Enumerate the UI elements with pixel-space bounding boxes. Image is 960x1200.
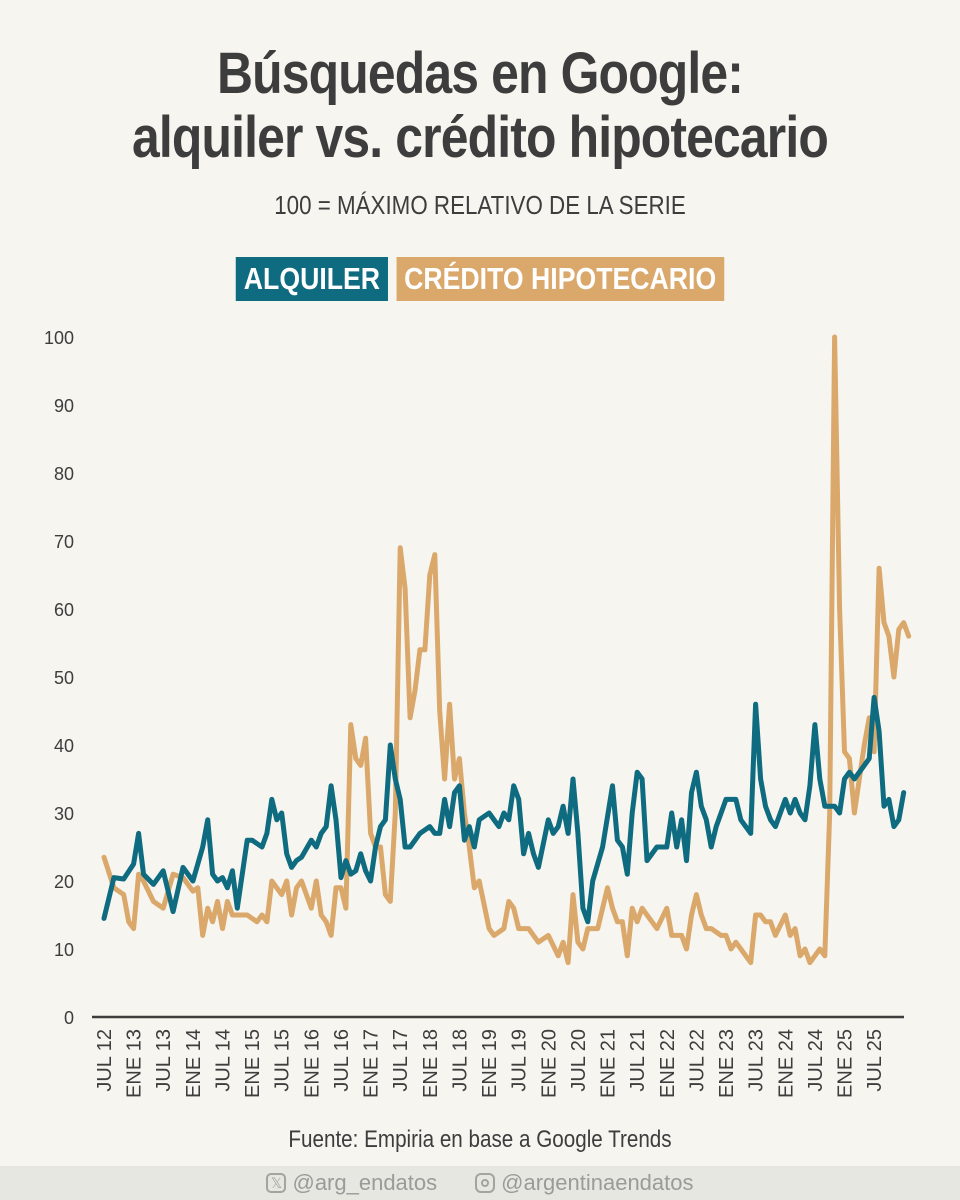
source-note: Fuente: Empiria en base a Google Trends	[288, 1126, 672, 1153]
y-tick-label: 100	[44, 328, 74, 348]
x-tick-label: JUL 25	[864, 1029, 886, 1092]
y-tick-label: 70	[54, 532, 74, 552]
x-tick-label: JUL 18	[449, 1029, 471, 1092]
y-tick-label: 10	[54, 940, 74, 960]
y-tick-label: 80	[54, 464, 74, 484]
x-tick-label: ENE 16	[301, 1029, 323, 1098]
chart-title: Búsquedas en Google: alquiler vs. crédit…	[67, 42, 893, 170]
legend: ALQUILER CRÉDITO HIPOTECARIO	[67, 257, 893, 301]
x-tick-label: JUL 16	[331, 1029, 353, 1092]
legend-alquiler: ALQUILER	[236, 257, 388, 301]
y-tick-label: 30	[54, 804, 74, 824]
x-tick-label: JUL 21	[627, 1029, 649, 1092]
y-tick-label: 60	[54, 600, 74, 620]
x-tick-label: ENE 25	[835, 1029, 857, 1098]
x-tick-label: ENE 22	[657, 1029, 679, 1098]
x-tick-label: ENE 24	[775, 1029, 797, 1098]
chart-subtitle: 100 = MÁXIMO RELATIVO DE LA SERIE	[274, 190, 686, 220]
y-tick-label: 50	[54, 668, 74, 688]
x-tick-label: ENE 20	[538, 1029, 560, 1098]
x-tick-label: JUL 15	[272, 1029, 294, 1092]
x-tick-label: JUL 17	[390, 1029, 412, 1092]
x-tick-label: JUL 22	[686, 1029, 708, 1092]
x-tick-label: JUL 20	[568, 1029, 590, 1092]
title-line-2: alquiler vs. crédito hipotecario	[132, 105, 829, 170]
title-line-1: Búsquedas en Google:	[216, 41, 744, 106]
x-tick-label: ENE 14	[183, 1029, 205, 1098]
series-line-credito-hipotecario	[101, 334, 912, 966]
x-tick-label: JUL 13	[153, 1029, 175, 1092]
y-tick-label: 0	[64, 1008, 74, 1028]
legend-credito-hipotecario: CRÉDITO HIPOTECARIO	[396, 257, 724, 301]
series-line-alquiler	[101, 694, 907, 925]
y-tick-label: 20	[54, 872, 74, 892]
line-chart: 0 10 20 30 40 50 60 70 80 90 100 JUL 12 ENE 13 JUL 13…	[44, 328, 912, 1098]
x-tick-label: ENE 21	[598, 1029, 620, 1098]
y-tick-label: 90	[54, 396, 74, 416]
instagram-handle[interactable]: @argentinaendatos	[475, 1170, 694, 1196]
footer-bar: 𝕏 @arg_endatos @argentinaendatos	[0, 1166, 960, 1200]
instagram-handle-text: @argentinaendatos	[501, 1170, 694, 1195]
x-tick-label: ENE 17	[361, 1029, 383, 1098]
x-tick-label: JUL 19	[509, 1029, 531, 1092]
x-tick-label: ENE 18	[420, 1029, 442, 1098]
x-tick-label: JUL 14	[212, 1029, 234, 1092]
x-handle-text: @arg_endatos	[292, 1170, 438, 1195]
y-tick-label: 40	[54, 736, 74, 756]
instagram-icon	[475, 1173, 496, 1193]
x-handle[interactable]: 𝕏 @arg_endatos	[266, 1170, 437, 1196]
x-tick-label: ENE 23	[716, 1029, 738, 1098]
x-tick-label: JUL 24	[805, 1029, 827, 1092]
x-tick-label: JUL 23	[746, 1029, 768, 1092]
x-tick-label: JUL 12	[94, 1029, 116, 1092]
x-tick-label: ENE 13	[124, 1029, 146, 1098]
x-tick-label: ENE 19	[479, 1029, 501, 1098]
x-logo-icon: 𝕏	[266, 1173, 287, 1193]
x-tick-label: ENE 15	[242, 1029, 264, 1098]
